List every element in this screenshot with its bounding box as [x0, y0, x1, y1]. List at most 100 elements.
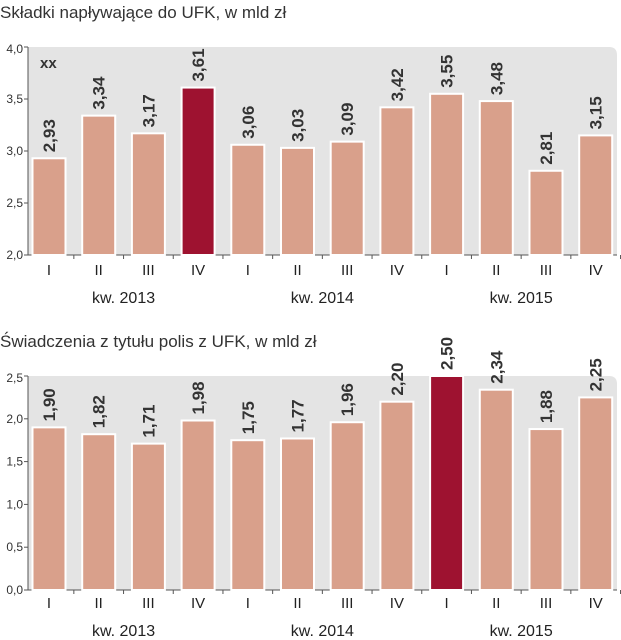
chart-premiums-title: Składki napływające do UFK, w mld zł	[0, 3, 287, 22]
bar	[81, 433, 117, 592]
x-tick-label: II	[95, 595, 103, 612]
data-label: 3,42	[388, 68, 407, 101]
y-tick-label: 2,5	[6, 196, 23, 210]
chart-premiums-year-labels: kw. 2013 kw. 2014 kw. 2015	[92, 290, 553, 307]
data-label: 3,17	[139, 94, 158, 127]
y-tick-label: 3,5	[6, 92, 23, 106]
x-tick-label: II	[492, 595, 500, 612]
y-tick-label: 4,0	[6, 42, 23, 56]
x-tick-label: IV	[390, 262, 404, 279]
chart-premiums-y-axis: 2,0 2,5 3,0 3,5 4,0	[6, 42, 28, 262]
data-label: 2,93	[40, 119, 59, 152]
data-label: 1,90	[40, 388, 59, 421]
chart-premiums-value-labels: 2,93 3,34 3,17 3,61 3,06 3,03 3,09 3,42 3,55 3,48…	[40, 48, 606, 164]
y-tick-label: 2,0	[6, 248, 23, 262]
x-tick-label: II	[293, 595, 301, 612]
y-tick-label: 2,5	[6, 371, 23, 385]
bar	[429, 92, 465, 256]
chart-premiums-x-axis: I II III IV I II III IV I II III IV	[47, 255, 621, 279]
bar	[180, 419, 216, 591]
x-tick-label: I	[246, 595, 250, 612]
chart-benefits-title: Świadczenia z tytułu polis z UFK, w mld …	[0, 332, 317, 351]
bar	[230, 439, 266, 592]
x-tick-label: I	[445, 262, 449, 279]
x-tick-label: IV	[589, 262, 603, 279]
bar	[379, 400, 415, 591]
year-group-label: kw. 2014	[291, 623, 354, 640]
data-label: 1,71	[139, 405, 158, 438]
y-tick-label: 1,0	[6, 497, 23, 511]
x-tick-label: I	[246, 262, 250, 279]
data-label: 1,96	[338, 383, 357, 416]
chart-benefits-bars	[31, 375, 614, 592]
year-group-label: kw. 2015	[490, 290, 553, 307]
bar	[329, 140, 365, 256]
data-label: 2,20	[388, 363, 407, 396]
y-tick-label: 1,5	[6, 455, 23, 469]
x-tick-label: II	[95, 262, 103, 279]
data-label: 2,50	[438, 337, 457, 370]
data-label: 3,03	[289, 109, 308, 142]
chart-premiums: Składki napływające do UFK, w mld zł xx …	[0, 3, 621, 307]
x-tick-label: III	[341, 262, 354, 279]
bar	[180, 86, 216, 256]
x-tick-label: III	[540, 262, 553, 279]
year-group-label: kw. 2013	[92, 623, 155, 640]
chart-premiums-badge: xx	[40, 55, 57, 72]
x-tick-label: IV	[589, 595, 603, 612]
x-tick-label: II	[293, 262, 301, 279]
bar	[230, 143, 266, 256]
chart-benefits-value-labels: 1,90 1,82 1,71 1,98 1,75 1,77 1,96 2,20 2,50 2,34…	[40, 337, 606, 438]
data-label: 3,61	[189, 48, 208, 81]
bar	[280, 146, 315, 257]
x-tick-label: III	[341, 595, 354, 612]
x-tick-label: IV	[191, 595, 205, 612]
x-tick-label: III	[540, 595, 553, 612]
bar	[578, 134, 614, 256]
bar	[528, 428, 564, 591]
bar	[379, 106, 415, 256]
data-label: 1,98	[189, 381, 208, 414]
data-label: 1,82	[90, 395, 109, 428]
bar	[578, 396, 614, 591]
x-tick-label: IV	[390, 595, 404, 612]
x-tick-label: I	[445, 595, 449, 612]
x-tick-label: I	[47, 595, 51, 612]
bar	[81, 114, 117, 256]
y-tick-label: 0,0	[6, 583, 23, 597]
x-tick-label: IV	[191, 262, 205, 279]
data-label: 3,55	[438, 55, 457, 88]
data-label: 3,09	[338, 103, 357, 136]
chart-benefits: Świadczenia z tytułu polis z UFK, w mld …	[0, 332, 621, 640]
x-tick-label: III	[142, 595, 155, 612]
data-label: 3,34	[90, 76, 109, 110]
bar	[478, 388, 514, 592]
chart-premiums-bars	[31, 86, 614, 257]
bar	[429, 375, 465, 591]
year-group-label: kw. 2015	[490, 623, 553, 640]
y-tick-label: 3,0	[6, 144, 23, 158]
data-label: 2,25	[587, 358, 606, 391]
bar	[478, 100, 514, 256]
bar	[329, 421, 365, 591]
x-tick-label: I	[47, 262, 51, 279]
bar	[528, 169, 564, 256]
data-label: 2,81	[537, 132, 556, 165]
chart-benefits-y-axis: 0,0 0,5 1,0 1,5 2,0 2,5	[6, 371, 28, 597]
data-label: 2,34	[487, 350, 506, 384]
bar	[31, 157, 67, 256]
bar	[280, 437, 315, 591]
bar	[130, 442, 166, 591]
plot-background	[28, 376, 617, 590]
data-label: 3,15	[587, 96, 606, 129]
data-label: 3,06	[239, 106, 258, 139]
y-tick-label: 2,0	[6, 412, 23, 426]
x-tick-label: III	[142, 262, 155, 279]
data-label: 1,77	[289, 399, 308, 432]
year-group-label: kw. 2013	[92, 290, 155, 307]
y-tick-label: 0,5	[6, 540, 23, 554]
bar	[130, 132, 166, 257]
data-label: 1,75	[239, 401, 258, 434]
bar	[31, 426, 67, 591]
